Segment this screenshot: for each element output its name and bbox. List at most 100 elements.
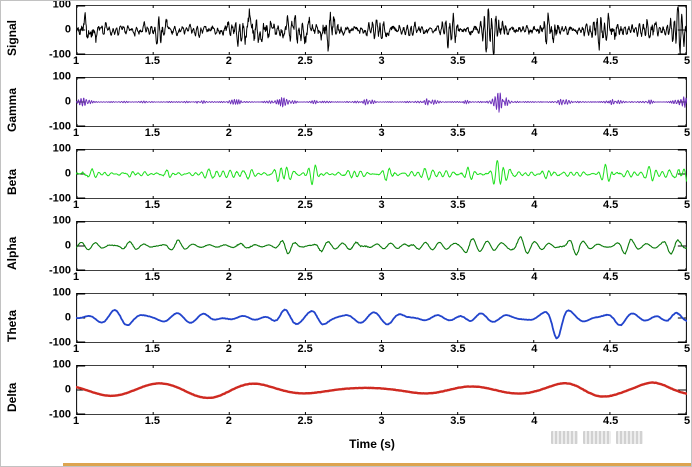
x-tick-label: 4.5 (602, 127, 619, 139)
y-tick-labels-alpha: 100 0 -100 (36, 215, 76, 276)
x-tick-label: 4.5 (602, 343, 619, 355)
plot-area-delta (76, 365, 687, 415)
x-tick-labels-alpha: 1 1.5 2 2.5 3 3.5 4 4.5 5 (72, 271, 691, 286)
x-tick-label: 2 (225, 127, 232, 139)
y-tick-label: -100 (48, 48, 71, 61)
y-tick-label: 100 (52, 142, 71, 155)
subplot-alpha: Alpha 100 0 -100 1 1.5 2 2.5 3 3.5 4 4.5 5 (3, 215, 691, 286)
y-tick-label: 100 (52, 214, 71, 227)
x-tick-label: 4 (531, 343, 538, 355)
x-tick-label: 4 (531, 271, 538, 283)
y-tick-label: 100 (52, 70, 71, 83)
subplot-theta: Theta 100 0 -100 1 1.5 2 2.5 3 3.5 4 4.5 5 (3, 287, 691, 358)
y-tick-label: 0 (64, 311, 71, 324)
x-tick-label: 3 (378, 343, 385, 355)
x-tick-labels-theta: 1 1.5 2 2.5 3 3.5 4 4.5 5 (72, 343, 691, 358)
waveform-alpha (76, 221, 687, 271)
x-tick-label: 4.5 (602, 199, 619, 211)
x-tick-label: 1.5 (144, 199, 161, 211)
y-axis-label-theta: Theta (5, 309, 19, 342)
y-tick-label: 0 (64, 23, 71, 36)
x-tick-label: 1.5 (144, 343, 161, 355)
y-tick-label: -100 (48, 264, 71, 277)
x-tick-label: 2.5 (297, 199, 313, 211)
y-axis-label-gamma: Gamma (5, 87, 19, 132)
x-tick-label: 3 (378, 271, 385, 283)
y-axis-label-alpha: Alpha (5, 236, 19, 271)
x-tick-label: 3 (378, 55, 385, 67)
x-tick-label: 1 (72, 199, 80, 211)
y-tick-label: 0 (64, 239, 71, 252)
y-tick-label: 100 (52, 0, 71, 11)
x-tick-label: 2.5 (297, 127, 313, 139)
x-tick-label: 3.5 (450, 127, 466, 139)
waveform-beta (76, 149, 687, 199)
x-tick-label: 3 (378, 127, 385, 139)
y-tick-labels-delta: 100 0 -100 (36, 359, 76, 420)
y-tick-label: 100 (52, 358, 71, 371)
y-axis-label-delta: Delta (5, 382, 19, 413)
x-tick-label: 3.5 (450, 199, 466, 211)
x-tick-label: 4 (531, 199, 538, 211)
x-tick-label: 4.5 (602, 55, 619, 67)
x-tick-labels-signal: 1 1.5 2 2.5 3 3.5 4 4.5 5 (72, 55, 691, 70)
subplot-signal: Signal 100 0 -100 1 1.5 2 2.5 3 3.5 4 4.5 5 (3, 1, 691, 70)
x-tick-label: 2 (225, 55, 232, 67)
x-tick-label: 1.5 (144, 271, 161, 283)
subplot-gamma: Gamma 100 0 -100 1 1.5 2 2.5 3 3.5 4 4.5 5 (3, 71, 691, 142)
x-tick-labels-gamma: 1 1.5 2 2.5 3 3.5 4 4.5 5 (72, 127, 691, 142)
bottom-strip (63, 463, 691, 466)
x-tick-label: 5 (683, 271, 691, 283)
plot-area-alpha (76, 221, 687, 271)
x-tick-labels-delta: 1 1.5 2 2.5 3 3.5 4 4.5 5 (73, 415, 691, 430)
x-tick-label: 5 (683, 55, 691, 67)
x-tick-label: 3.5 (450, 271, 466, 283)
x-tick-label: 5 (683, 199, 691, 211)
x-tick-label: 4.5 (602, 271, 619, 283)
x-tick-label: 5 (683, 415, 691, 427)
plot-area-signal (76, 5, 687, 55)
y-tick-labels-theta: 100 0 -100 (36, 287, 76, 348)
y-tick-label: 0 (64, 383, 71, 396)
x-tick-label: 1 (72, 271, 80, 283)
y-tick-labels-signal: 100 0 -100 (36, 1, 76, 60)
y-tick-label: -100 (48, 336, 71, 349)
y-tick-label: -100 (48, 120, 71, 133)
y-axis-label-beta: Beta (5, 168, 19, 195)
x-tick-label: 1.5 (144, 127, 161, 139)
x-tick-label: 4 (531, 55, 538, 67)
x-tick-label: 1 (72, 343, 80, 355)
x-tick-label: 1.5 (144, 415, 161, 427)
subplot-delta: Delta 100 0 -100 1 1.5 2 2.5 3 3.5 4 4.5 5 (3, 359, 691, 430)
plot-area-gamma (76, 77, 687, 127)
watermark (551, 431, 643, 444)
y-tick-label: 100 (52, 286, 71, 299)
x-tick-label: 2.5 (297, 271, 313, 283)
x-tick-label: 4.5 (602, 415, 619, 427)
x-tick-label: 1 (72, 127, 80, 139)
x-axis-title: Time (s) (349, 437, 395, 451)
x-tick-label: 3.5 (450, 343, 466, 355)
plot-area-theta (76, 293, 687, 343)
x-tick-label: 3 (378, 199, 385, 211)
x-tick-label: 3.5 (450, 55, 466, 67)
y-tick-label: -100 (48, 408, 71, 421)
x-tick-label: 2 (225, 415, 232, 427)
waveform-theta (76, 293, 687, 343)
waveform-delta (76, 365, 687, 415)
x-tick-label: 4 (531, 127, 538, 139)
x-tick-label: 2.5 (297, 415, 313, 427)
x-tick-label: 2 (225, 343, 232, 355)
x-tick-label: 4 (531, 415, 538, 427)
x-tick-label: 5 (683, 127, 691, 139)
y-axis-label-signal: Signal (5, 19, 19, 56)
x-tick-label: 1 (72, 55, 80, 67)
subplot-beta: Beta 100 0 -100 1 1.5 2 2.5 3 3.5 4 4.5 5 (3, 143, 691, 214)
x-tick-label: 5 (683, 343, 691, 355)
y-tick-label: 0 (64, 167, 71, 180)
x-tick-label: 2.5 (297, 55, 313, 67)
waveform-gamma (76, 77, 687, 127)
plot-area-beta (76, 149, 687, 199)
x-tick-label: 2 (225, 271, 232, 283)
